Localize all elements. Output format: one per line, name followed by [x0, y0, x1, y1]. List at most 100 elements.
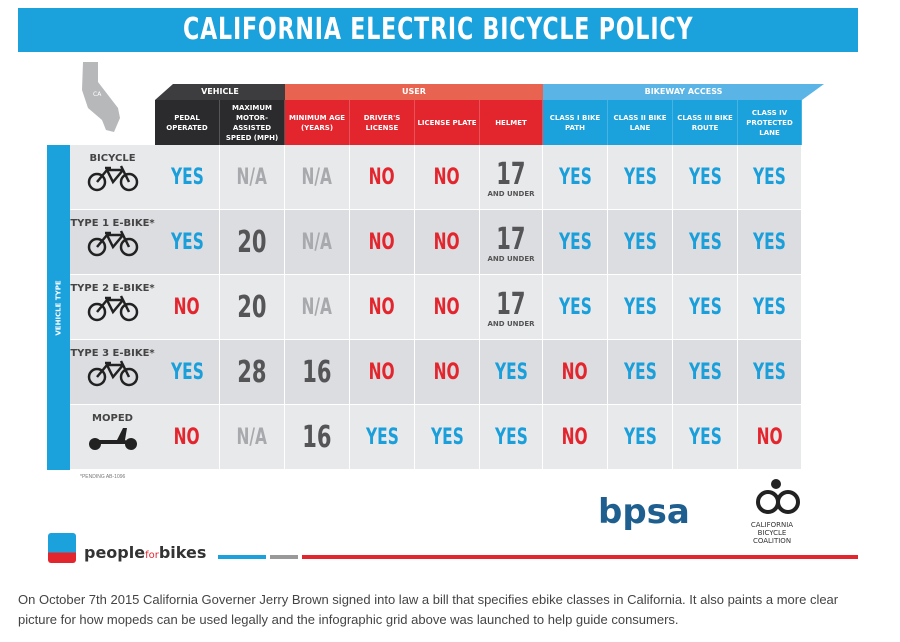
vehicle-name: TYPE 3 E-BIKE* [70, 348, 155, 359]
peopleforbikes-logo: peopleforbikes [84, 543, 206, 562]
column-header: CLASS III BIKE ROUTE [673, 100, 738, 145]
cell-value: N/A [236, 424, 268, 450]
row-label: TYPE 2 E-BIKE* [70, 275, 155, 340]
row-label: TYPE 3 E-BIKE* [70, 340, 155, 405]
cell-value: YES [558, 229, 592, 255]
table-cell: YES [608, 145, 673, 210]
table-cell: NO [155, 405, 220, 470]
table-cell: NO [350, 145, 415, 210]
column-header-label: CLASS III BIKE ROUTE [677, 113, 733, 132]
column-header-label: CLASS I BIKE PATH [549, 113, 601, 132]
cell-value: 20 [237, 289, 267, 325]
cell-value: YES [753, 359, 786, 385]
caption: On October 7th 2015 California Governer … [18, 592, 839, 627]
moped-icon [88, 428, 137, 450]
table-cell: YES [738, 275, 802, 340]
table-cell: YES [673, 145, 738, 210]
table-cell: YES [155, 210, 220, 275]
cell-value: YES [494, 424, 528, 450]
column-header: MINIMUM AGE (YEARS) [285, 100, 350, 145]
table-cell: YES [608, 405, 673, 470]
table-cell: NO [415, 145, 480, 210]
california-map-icon: CA [82, 62, 120, 132]
cell-value: YES [623, 294, 657, 320]
cell-value: YES [494, 359, 528, 385]
table-cell: NO [350, 210, 415, 275]
column-header: MAXIMUM MOTOR-ASSISTED SPEED (MPH) [220, 100, 285, 145]
group-label: BIKEWAY ACCESS [644, 87, 723, 96]
cell-value: YES [558, 164, 592, 190]
pfb-bikes: bikes [158, 543, 207, 562]
cell-value: YES [753, 164, 786, 190]
table-cell: NO [738, 405, 802, 470]
row-label: MOPED [70, 405, 155, 470]
table-cell: YES [480, 405, 543, 470]
cell-value: NO [369, 229, 395, 255]
column-header-label: PEDAL OPERATED [166, 113, 208, 132]
cell-value: 17 [496, 286, 526, 322]
cell-value: N/A [301, 229, 333, 255]
table-cell: NO [350, 275, 415, 340]
table-cell: YES [543, 275, 608, 340]
table-cell: 20 [220, 275, 285, 340]
state-label: CA [93, 91, 102, 98]
cbc-logo: CALIFORNIA BICYCLE COALITION [722, 478, 802, 545]
helmet-sub: AND UNDER [487, 254, 535, 263]
table-cell: YES [480, 340, 543, 405]
table-cell: YES [350, 405, 415, 470]
table-cell: YES [673, 275, 738, 340]
table-cell: YES [738, 210, 802, 275]
column-header-label: DRIVER'S LICENSE [363, 113, 401, 132]
table-cell: NO [415, 210, 480, 275]
helmet-sub: AND UNDER [487, 319, 535, 328]
cbc-text: CALIFORNIA BICYCLE COALITION [750, 521, 794, 545]
cell-value: NO [369, 359, 395, 385]
page-title: CALIFORNIA ELECTRIC BICYCLE POLICY [182, 12, 694, 47]
cell-value: YES [688, 359, 722, 385]
column-header: CLASS II BIKE LANE [608, 100, 673, 145]
table-cell: YES [608, 275, 673, 340]
cell-value: NO [434, 359, 460, 385]
cell-value: YES [623, 164, 657, 190]
cell-value: 28 [237, 354, 267, 390]
pfb-for: for [145, 550, 159, 561]
vehicle-type-bar [47, 145, 70, 470]
table-cell: NO [543, 340, 608, 405]
cell-value: NO [562, 359, 588, 385]
group-label: USER [402, 87, 426, 96]
vehicle-name: BICYCLE [89, 153, 136, 164]
table-cell: 17 AND UNDER [480, 275, 543, 340]
column-header-label: LICENSE PLATE [417, 118, 477, 127]
cell-value: N/A [301, 294, 333, 320]
column-header: DRIVER'S LICENSE [350, 100, 415, 145]
column-header: CLASS I BIKE PATH [543, 100, 608, 145]
cell-value: NO [562, 424, 588, 450]
table-cell: NO [415, 340, 480, 405]
cell-value: 20 [237, 224, 267, 260]
cell-value: NO [434, 229, 460, 255]
table-cell: 20 [220, 210, 285, 275]
table-cell: YES [543, 145, 608, 210]
table-cell: 28 [220, 340, 285, 405]
group-header-1: USER [285, 84, 543, 100]
table-cell: YES [608, 210, 673, 275]
cell-value: NO [174, 294, 200, 320]
table-cell: NO [350, 340, 415, 405]
table-cell: YES [608, 340, 673, 405]
cell-value: YES [753, 294, 786, 320]
table-cell: YES [673, 405, 738, 470]
cell-value: NO [369, 294, 395, 320]
table-cell: YES [543, 210, 608, 275]
cell-value: N/A [236, 164, 268, 190]
table-cell: N/A [285, 275, 350, 340]
group-header-0: VEHICLE [155, 84, 285, 100]
cell-value: YES [558, 294, 592, 320]
vehicle-name: MOPED [92, 413, 133, 424]
bicycle-icon [87, 360, 138, 387]
table-cell: N/A [220, 405, 285, 470]
cell-value: YES [623, 229, 657, 255]
cell-value: YES [753, 229, 786, 255]
cell-value: YES [170, 164, 204, 190]
group-label: VEHICLE [201, 87, 239, 96]
table-cell: 17 AND UNDER [480, 145, 543, 210]
